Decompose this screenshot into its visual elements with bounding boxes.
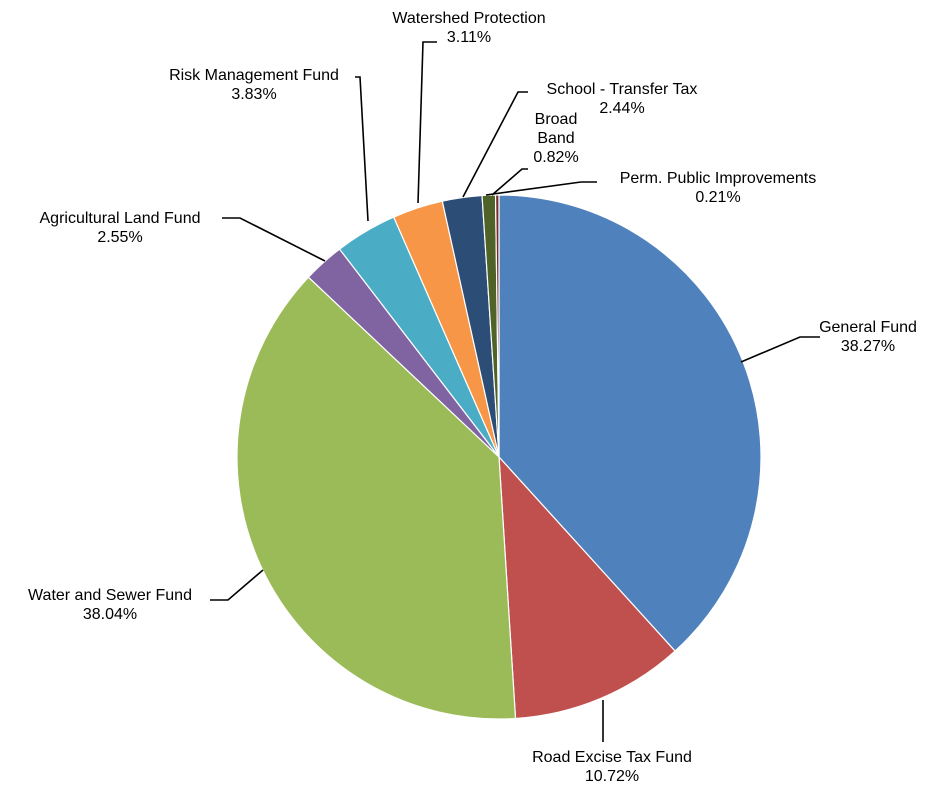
slice-value-label: 10.72% — [585, 768, 639, 785]
leader-line — [222, 217, 326, 262]
slice-value-label: 38.27% — [841, 338, 895, 355]
pie-slice-road-excise-tax-fund — [498, 455, 676, 720]
slice-label: Road Excise Tax Fund 10.72% — [532, 749, 692, 785]
slice-name-label: Watershed Protection — [392, 10, 545, 27]
slice-name-label: Agricultural Land Fund — [40, 210, 201, 227]
slice-label: Water and Sewer Fund 38.04% — [28, 587, 192, 623]
leader-line — [417, 41, 437, 204]
slice-value-label: 0.82% — [533, 149, 578, 166]
pie-slices — [236, 194, 762, 720]
slice-value-label: 0.21% — [695, 189, 740, 206]
leader-line — [485, 181, 597, 196]
slice-label: Perm. Public Improvements 0.21% — [620, 170, 817, 206]
slice-label: School - Transfer Tax 2.44% — [547, 81, 698, 117]
slice-name-label: Water and Sewer Fund — [28, 587, 192, 604]
leader-line — [462, 91, 528, 198]
slice-name-label: School - Transfer Tax — [547, 81, 698, 98]
slice-label: Watershed Protection 3.11% — [392, 10, 545, 46]
slice-name-label: Band — [537, 130, 574, 147]
leader-line — [210, 569, 264, 601]
slice-label: Broad Band 0.82% — [533, 111, 578, 166]
pie-slice-perm-public-improvements — [494, 194, 500, 458]
slice-label: General Fund 38.27% — [819, 319, 917, 355]
slice-name-label: Perm. Public Improvements — [620, 170, 817, 187]
slice-value-label: 2.44% — [599, 100, 644, 117]
slice-value-label: 2.55% — [97, 229, 142, 246]
slice-label: Risk Management Fund 3.83% — [169, 67, 339, 103]
leader-line — [355, 76, 369, 222]
leader-lines — [210, 41, 820, 742]
slice-name-label: General Fund — [819, 319, 917, 336]
slice-name-label: Road Excise Tax Fund — [532, 749, 692, 766]
leader-line — [740, 336, 820, 363]
pie-slice-water-and-sewer-fund — [236, 276, 517, 720]
slice-name-label: Broad — [535, 111, 578, 128]
slice-value-label: 38.04% — [83, 606, 137, 623]
slice-value-label: 3.11% — [447, 29, 491, 46]
slice-label: Agricultural Land Fund 2.55% — [40, 210, 201, 246]
pie-slice-general-fund — [498, 194, 762, 652]
slice-value-label: 3.83% — [231, 86, 276, 103]
leader-line — [491, 168, 528, 196]
slice-labels: General Fund 38.27% Road Excise Tax Fund 10… — [28, 10, 917, 785]
slice-name-label: Risk Management Fund — [169, 67, 339, 84]
